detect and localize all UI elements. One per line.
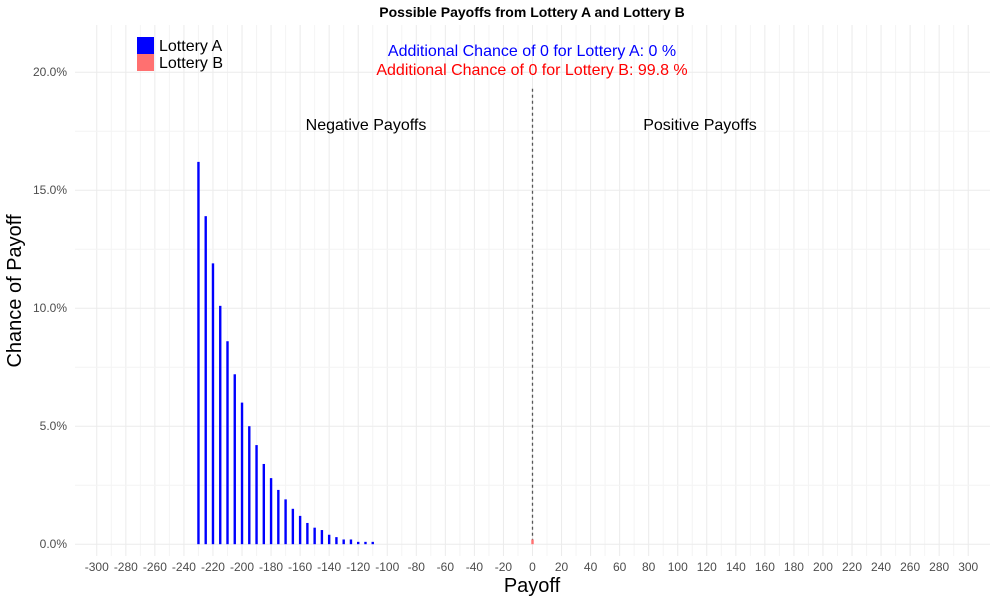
- x-tick-label: -180: [259, 560, 283, 574]
- y-tick-label: 15.0%: [33, 183, 67, 197]
- bar-lottery-a: [357, 541, 360, 545]
- x-tick-label: -260: [143, 560, 167, 574]
- x-tick-label: 140: [726, 560, 746, 574]
- x-tick-label: 260: [900, 560, 920, 574]
- x-tick-label: -200: [230, 560, 254, 574]
- x-tick-label: -100: [375, 560, 399, 574]
- bar-lottery-a: [248, 426, 251, 545]
- x-tick-label: -20: [495, 560, 513, 574]
- x-tick-label: -120: [346, 560, 370, 574]
- x-tick-label: -280: [114, 560, 138, 574]
- x-tick-label: -40: [466, 560, 484, 574]
- bar-lottery-b: [531, 539, 534, 545]
- bar-lottery-a: [327, 534, 331, 545]
- bar-lottery-a: [262, 463, 266, 545]
- bar-lottery-a: [335, 537, 338, 545]
- annotation-lottery-a: Additional Chance of 0 for Lottery A: 0 …: [388, 43, 676, 60]
- bar-lottery-a: [240, 402, 244, 545]
- bar-lottery-a: [291, 508, 295, 545]
- bar-lottery-a: [349, 539, 353, 545]
- bar-lottery-a: [284, 499, 287, 545]
- bars: [197, 161, 534, 545]
- grid: [75, 25, 990, 556]
- legend-swatch-lottery-a: [137, 37, 154, 54]
- bar-lottery-a: [371, 541, 374, 545]
- x-tick-label: -240: [172, 560, 196, 574]
- bar-lottery-a: [211, 263, 215, 545]
- bar-lottery-a: [306, 522, 309, 545]
- x-tick-label: -140: [317, 560, 341, 574]
- x-tick-label: -160: [288, 560, 312, 574]
- bar-lottery-a: [277, 489, 280, 545]
- bar-lottery-a: [313, 527, 316, 545]
- bar-lottery-a: [197, 161, 200, 545]
- legend-label-lottery-b: Lottery B: [159, 55, 223, 72]
- x-axis: -300 -280 -260 -240 -220 -200 -180 -160 -140 -120…: [85, 560, 979, 574]
- x-tick-label: 200: [813, 560, 833, 574]
- bar-lottery-a: [269, 478, 273, 545]
- bar-lottery-a: [204, 216, 207, 545]
- x-tick-label: 40: [584, 560, 598, 574]
- x-tick-label: 100: [668, 560, 688, 574]
- bar-lottery-a: [226, 341, 229, 545]
- bar-lottery-a: [364, 541, 367, 545]
- x-tick-label: 240: [871, 560, 891, 574]
- legend-label-lottery-a: Lottery A: [159, 38, 222, 55]
- y-tick-label: 5.0%: [40, 419, 68, 433]
- chart-title: Possible Payoffs from Lottery A and Lott…: [379, 4, 684, 20]
- x-axis-title: Payoff: [504, 575, 561, 597]
- positive-payoffs-label: Positive Payoffs: [643, 117, 757, 134]
- x-tick-label: 180: [784, 560, 804, 574]
- x-tick-label: 120: [697, 560, 717, 574]
- x-tick-label: -220: [201, 560, 225, 574]
- legend: Lottery A Lottery B: [137, 37, 223, 72]
- x-tick-label: -80: [408, 560, 426, 574]
- bar-lottery-a: [320, 530, 324, 545]
- y-tick-label: 20.0%: [33, 65, 67, 79]
- bar-lottery-a: [233, 374, 236, 545]
- x-tick-label: 220: [842, 560, 862, 574]
- bar-lottery-a: [219, 305, 222, 545]
- bar-lottery-a: [298, 515, 302, 545]
- legend-swatch-lottery-b: [137, 54, 154, 71]
- negative-payoffs-label: Negative Payoffs: [306, 117, 427, 134]
- y-axis-title: Chance of Payoff: [4, 214, 26, 368]
- x-tick-label: 20: [555, 560, 569, 574]
- x-tick-label: 300: [958, 560, 978, 574]
- x-tick-label: 280: [929, 560, 949, 574]
- bar-lottery-a: [342, 539, 345, 545]
- bar-lottery-a: [255, 445, 258, 545]
- x-tick-label: 80: [642, 560, 656, 574]
- y-axis: 0.0% 5.0% 10.0% 15.0% 20.0%: [33, 65, 67, 551]
- y-tick-label: 10.0%: [33, 301, 67, 315]
- x-tick-label: 60: [613, 560, 627, 574]
- x-tick-label: 160: [755, 560, 775, 574]
- x-tick-label: 0: [529, 560, 536, 574]
- x-tick-label: -300: [85, 560, 109, 574]
- x-tick-label: -60: [437, 560, 455, 574]
- y-tick-label: 0.0%: [40, 537, 68, 551]
- annotation-lottery-b: Additional Chance of 0 for Lottery B: 99…: [376, 62, 687, 79]
